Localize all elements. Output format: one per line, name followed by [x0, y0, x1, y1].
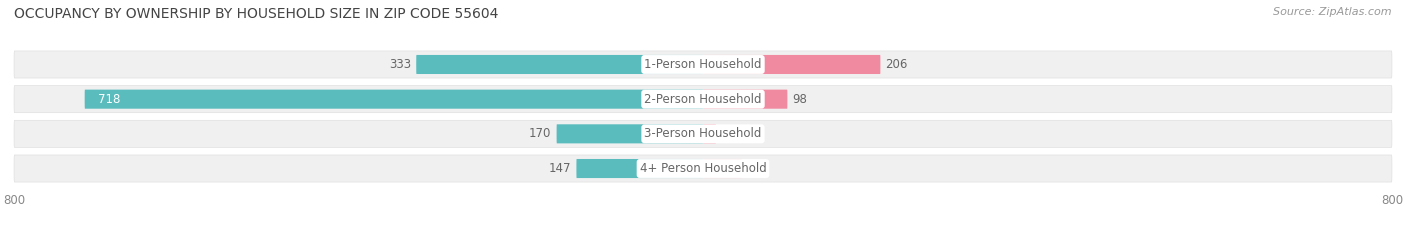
- Text: 45: 45: [747, 162, 762, 175]
- FancyBboxPatch shape: [84, 90, 703, 109]
- FancyBboxPatch shape: [703, 90, 787, 109]
- FancyBboxPatch shape: [14, 120, 1392, 147]
- Text: 98: 98: [793, 93, 807, 106]
- FancyBboxPatch shape: [557, 124, 703, 143]
- Text: 170: 170: [529, 127, 551, 140]
- Text: 1-Person Household: 1-Person Household: [644, 58, 762, 71]
- FancyBboxPatch shape: [703, 159, 742, 178]
- FancyBboxPatch shape: [14, 86, 1392, 113]
- Text: 15: 15: [721, 127, 735, 140]
- Text: 3-Person Household: 3-Person Household: [644, 127, 762, 140]
- FancyBboxPatch shape: [14, 155, 1392, 182]
- Text: 147: 147: [548, 162, 571, 175]
- Text: OCCUPANCY BY OWNERSHIP BY HOUSEHOLD SIZE IN ZIP CODE 55604: OCCUPANCY BY OWNERSHIP BY HOUSEHOLD SIZE…: [14, 7, 499, 21]
- Text: 2-Person Household: 2-Person Household: [644, 93, 762, 106]
- Text: 718: 718: [97, 93, 120, 106]
- Text: 4+ Person Household: 4+ Person Household: [640, 162, 766, 175]
- Text: 333: 333: [389, 58, 411, 71]
- Text: Source: ZipAtlas.com: Source: ZipAtlas.com: [1274, 7, 1392, 17]
- FancyBboxPatch shape: [416, 55, 703, 74]
- FancyBboxPatch shape: [703, 55, 880, 74]
- FancyBboxPatch shape: [576, 159, 703, 178]
- FancyBboxPatch shape: [703, 124, 716, 143]
- FancyBboxPatch shape: [14, 51, 1392, 78]
- Text: 206: 206: [886, 58, 908, 71]
